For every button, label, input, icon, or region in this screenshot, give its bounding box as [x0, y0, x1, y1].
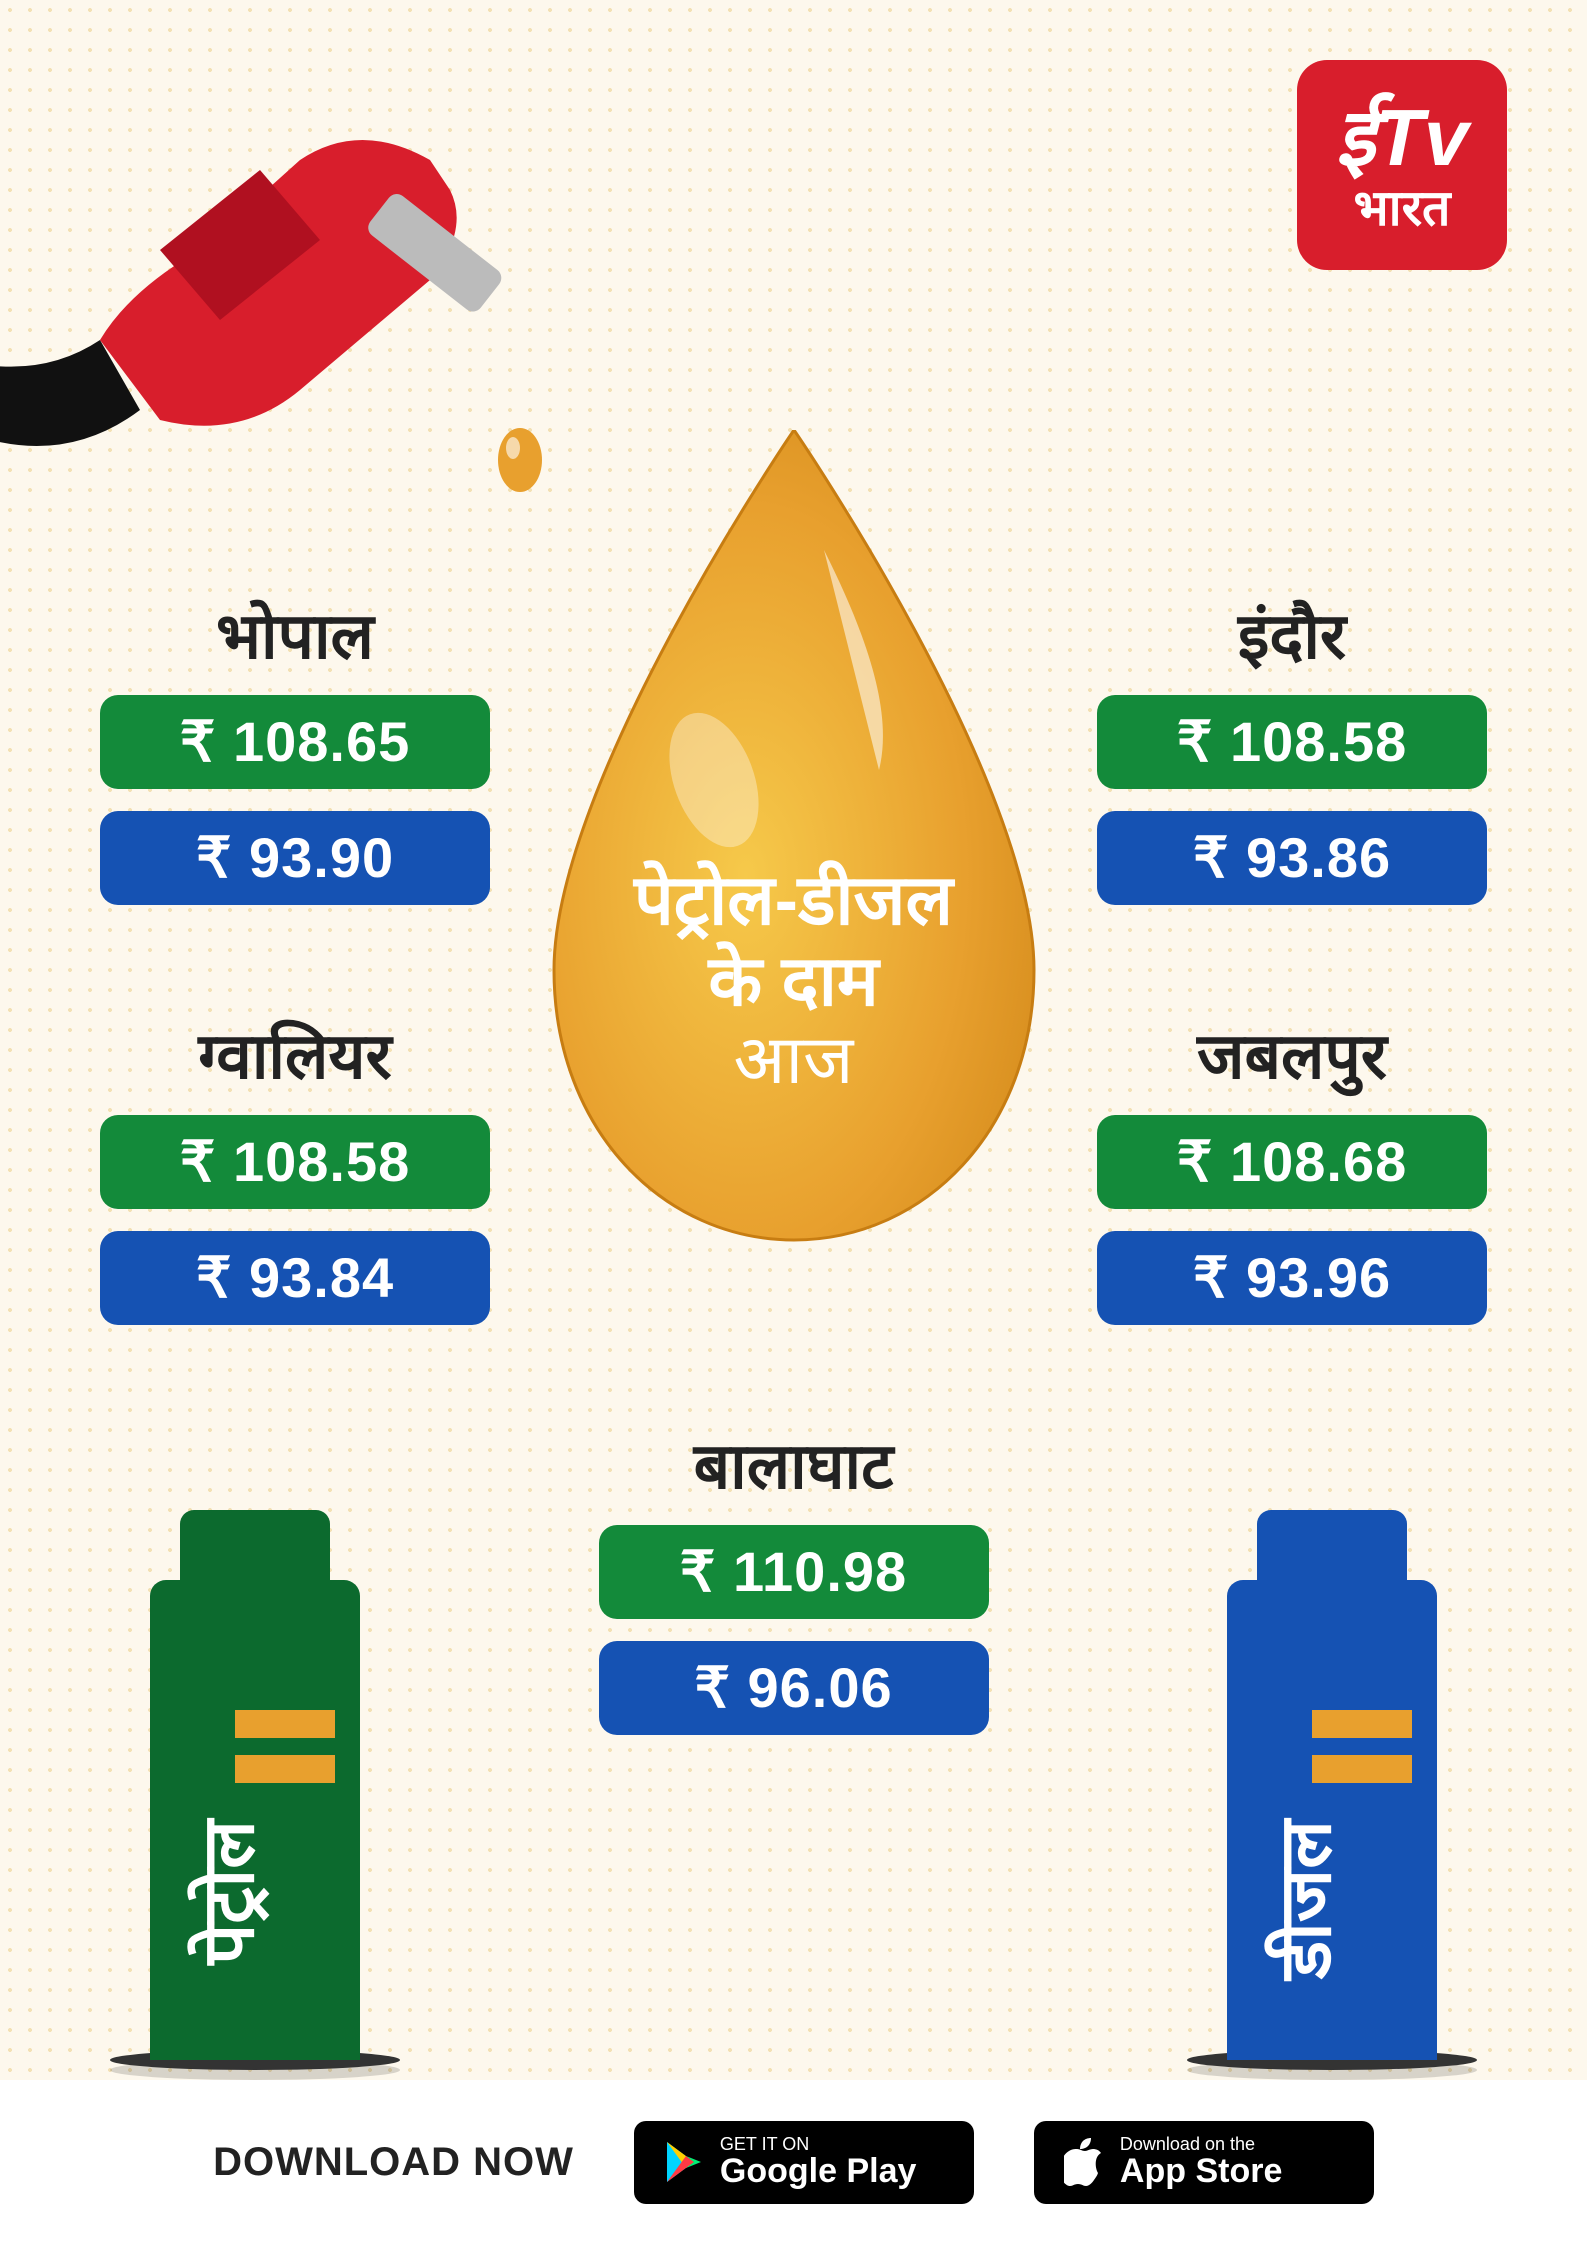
- city-jabalpur: जबलपुर ₹ 108.68 ₹ 93.96: [1097, 1010, 1487, 1347]
- petrol-price: ₹ 108.58: [100, 1115, 490, 1209]
- appstore-big: App Store: [1120, 2153, 1282, 2190]
- petrol-price: ₹ 108.68: [1097, 1115, 1487, 1209]
- gplay-small: GET IT ON: [720, 2135, 917, 2153]
- app-store-button[interactable]: Download on the App Store: [1034, 2121, 1374, 2204]
- diesel-price: ₹ 93.86: [1097, 811, 1487, 905]
- google-play-button[interactable]: GET IT ON Google Play: [634, 2121, 974, 2204]
- city-gwalior: ग्वालियर ₹ 108.58 ₹ 93.84: [100, 1010, 490, 1347]
- city-bhopal: भोपाल ₹ 108.65 ₹ 93.90: [100, 590, 490, 927]
- oil-drop: पेट्रोल-डीजल के दाम आज: [514, 430, 1074, 1250]
- fuel-nozzle-icon: [0, 90, 600, 510]
- drop-line1: पेट्रोल-डीजल: [514, 860, 1074, 941]
- diesel-price: ₹ 93.96: [1097, 1231, 1487, 1325]
- diesel-price: ₹ 96.06: [599, 1641, 989, 1735]
- google-play-icon: [664, 2140, 704, 2184]
- download-now-text: DOWNLOAD NOW: [213, 2140, 574, 2185]
- appstore-small: Download on the: [1120, 2135, 1282, 2153]
- logo-text-2: भारत: [1353, 183, 1450, 233]
- city-name: भोपाल: [100, 590, 490, 677]
- etv-bharat-logo: ईTv भारत: [1297, 60, 1507, 270]
- petrol-price: ₹ 108.58: [1097, 695, 1487, 789]
- diesel-price: ₹ 93.84: [100, 1231, 490, 1325]
- pump-label-petrol: पेट्रोल: [180, 1820, 278, 1965]
- drop-line2: के दाम: [514, 941, 1074, 1022]
- drop-title: पेट्रोल-डीजल के दाम आज: [514, 860, 1074, 1099]
- city-indore: इंदौर ₹ 108.58 ₹ 93.86: [1097, 590, 1487, 927]
- city-name: बालाघाट: [599, 1420, 989, 1507]
- city-name: इंदौर: [1097, 590, 1487, 677]
- diesel-price: ₹ 93.90: [100, 811, 490, 905]
- apple-icon: [1064, 2138, 1104, 2186]
- city-name: ग्वालियर: [100, 1010, 490, 1097]
- gplay-big: Google Play: [720, 2153, 917, 2190]
- city-balaghat: बालाघाट ₹ 110.98 ₹ 96.06: [599, 1420, 989, 1757]
- petrol-price: ₹ 110.98: [599, 1525, 989, 1619]
- pump-label-diesel: डीजल: [1257, 1820, 1355, 1979]
- footer: DOWNLOAD NOW GET IT ON Google Play Downl…: [0, 2080, 1587, 2245]
- petrol-pump: पेट्रोल: [110, 1500, 400, 2060]
- city-name: जबलपुर: [1097, 1010, 1487, 1097]
- logo-text-1: ईTv: [1336, 98, 1469, 178]
- diesel-pump: डीजल: [1187, 1500, 1477, 2060]
- drop-sub: आज: [514, 1021, 1074, 1099]
- petrol-price: ₹ 108.65: [100, 695, 490, 789]
